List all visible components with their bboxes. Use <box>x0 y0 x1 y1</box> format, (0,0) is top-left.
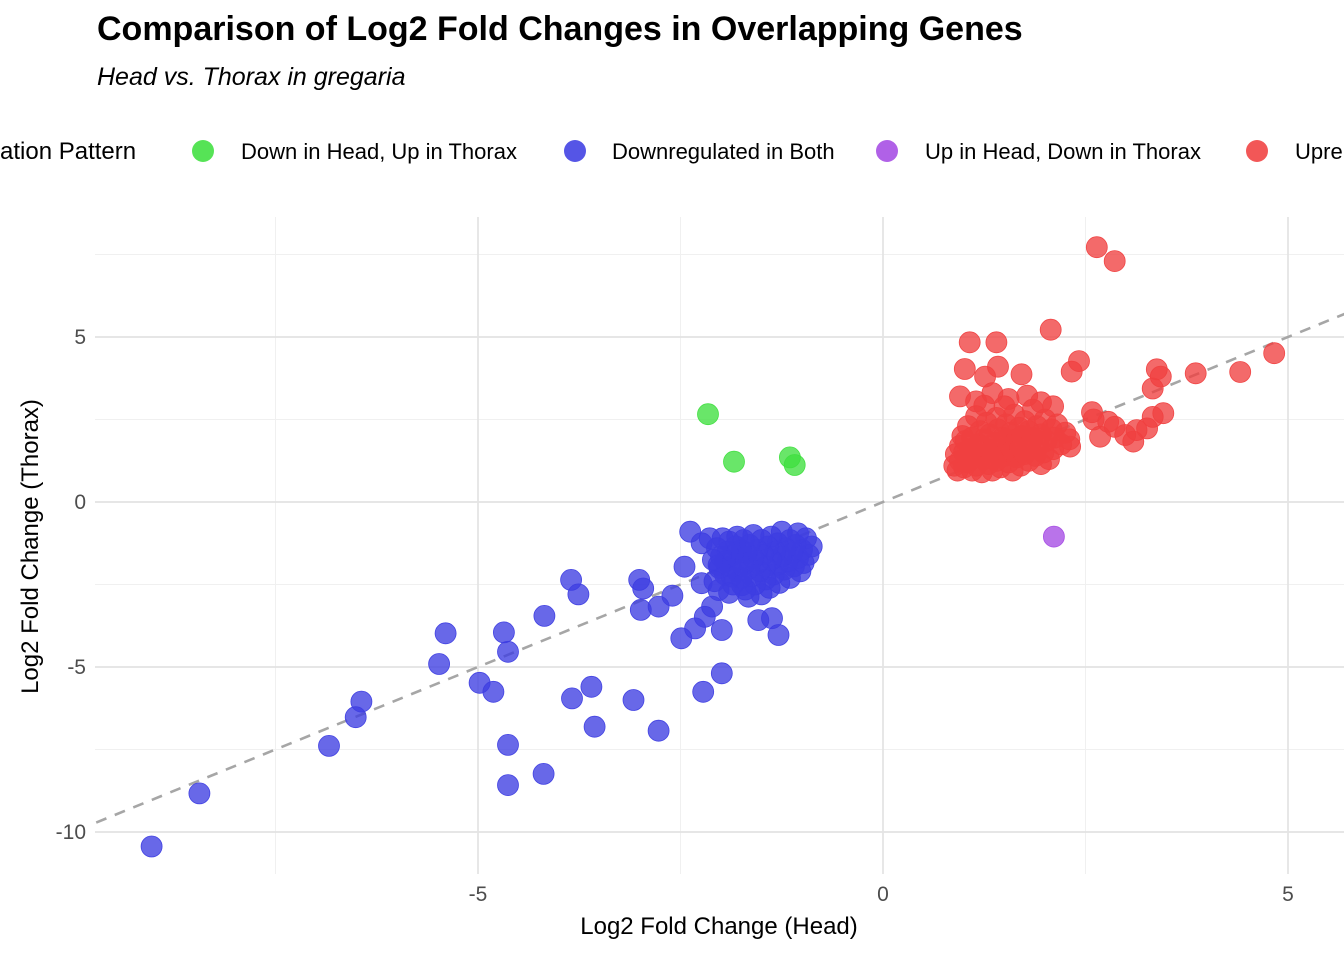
legend-label-down-head-up-thorax: Down in Head, Up in Thorax <box>241 139 517 164</box>
data-point <box>692 680 715 703</box>
data-point <box>958 331 981 354</box>
data-point <box>492 621 515 644</box>
data-point <box>497 734 519 756</box>
data-point <box>350 690 373 713</box>
data-point <box>188 782 211 805</box>
data-point <box>1103 250 1126 273</box>
data-point <box>710 662 733 685</box>
data-point <box>1125 419 1148 442</box>
legend-dot-up-head-down-thorax <box>876 140 898 162</box>
data-point <box>1058 428 1081 451</box>
data-point <box>661 584 684 607</box>
data-point <box>702 548 724 571</box>
data-point <box>953 358 976 380</box>
series-up-both <box>943 236 1286 484</box>
data-point <box>647 719 670 742</box>
legend-dot-up-both <box>1246 140 1268 162</box>
x-axis-tick-labels: -5 0 5 <box>469 883 1294 906</box>
data-point <box>987 355 1009 378</box>
data-point <box>622 689 645 711</box>
y-tick-label: 5 <box>74 326 86 349</box>
data-point <box>701 595 723 618</box>
data-point <box>1229 361 1252 383</box>
data-point <box>497 774 519 796</box>
legend-title: ation Pattern <box>0 138 137 165</box>
data-point <box>1043 525 1065 548</box>
y-axis-tick-labels: 5 0 -5 -10 <box>56 326 86 844</box>
legend: ation Pattern Down in Head, Up in Thorax… <box>0 136 1344 166</box>
data-point <box>580 675 603 698</box>
data-point <box>532 763 555 785</box>
x-tick-label: 5 <box>1282 883 1294 906</box>
chart-subtitle: Head vs. Thorax in gregaria <box>97 63 406 91</box>
x-tick-label: -5 <box>469 883 488 906</box>
data-point <box>723 450 745 473</box>
data-point <box>629 599 652 621</box>
series-down-both <box>140 520 823 858</box>
legend-label-up-both: Upre <box>1295 139 1343 164</box>
data-point <box>632 577 655 600</box>
data-point <box>985 331 1008 354</box>
data-point <box>697 403 719 426</box>
data-point <box>783 454 806 476</box>
data-point <box>1152 402 1175 425</box>
x-axis-title: Log2 Fold Change (Head) <box>580 913 858 940</box>
data-point <box>567 583 590 606</box>
plot-panel <box>95 217 1344 874</box>
legend-dot-down-both <box>564 140 586 162</box>
data-point <box>434 622 457 645</box>
data-point <box>710 619 733 641</box>
data-point <box>533 605 556 627</box>
data-point <box>1141 377 1164 400</box>
data-point <box>583 715 606 738</box>
data-point <box>1085 236 1108 259</box>
data-point <box>482 680 505 703</box>
data-point <box>1263 342 1286 365</box>
legend-label-up-head-down-thorax: Up in Head, Down in Thorax <box>925 139 1201 164</box>
data-point <box>1060 360 1083 383</box>
series-up-head-down-thorax <box>1043 525 1065 548</box>
data-point <box>1184 362 1207 385</box>
legend-label-down-both: Downregulated in Both <box>612 139 835 164</box>
data-point <box>670 627 693 650</box>
y-axis-title: Log2 Fold Change (Thorax) <box>17 399 44 694</box>
y-tick-label: -10 <box>56 821 86 844</box>
data-point <box>673 555 696 578</box>
data-point <box>561 687 583 710</box>
data-point <box>1097 410 1120 433</box>
data-point <box>318 735 340 757</box>
chart-title: Comparison of Log2 Fold Changes in Overl… <box>97 10 1023 48</box>
data-point <box>140 835 163 858</box>
data-point <box>1039 318 1062 341</box>
data-point <box>703 570 726 593</box>
y-tick-label: -5 <box>67 656 86 679</box>
legend-dot-down-head-up-thorax <box>192 140 214 162</box>
series-down-head-up-thorax <box>697 403 806 476</box>
x-tick-label: 0 <box>877 883 889 906</box>
data-point <box>1010 363 1033 386</box>
data-point <box>428 653 451 675</box>
data-point <box>497 640 519 663</box>
data-point <box>767 624 790 646</box>
y-tick-label: 0 <box>74 491 86 514</box>
